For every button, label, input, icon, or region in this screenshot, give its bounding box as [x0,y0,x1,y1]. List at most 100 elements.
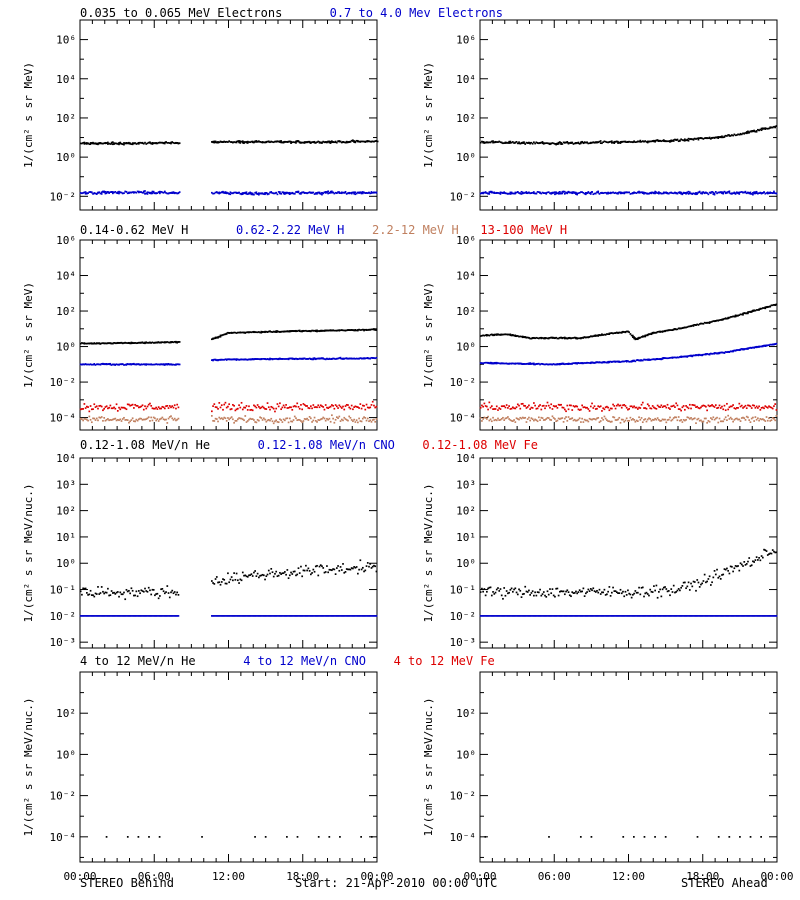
data-point [213,403,216,405]
data-point [312,329,315,332]
data-point [136,419,139,422]
data-point [115,192,118,194]
data-point [764,306,767,309]
data-point [530,417,533,420]
data-point [167,417,170,420]
data-point [154,192,156,195]
data-point [311,141,313,144]
data-point [581,404,583,407]
data-point [343,191,346,194]
data-point [97,342,99,345]
data-point [269,357,271,360]
data-point [97,191,99,194]
data-point [693,581,696,583]
data-point [701,191,704,194]
data-point [708,575,711,578]
data-point [745,192,748,195]
data-point [601,361,603,364]
data-point [497,417,499,420]
data-point [726,419,728,422]
data-point [163,341,166,344]
data-point [555,587,558,590]
data-point [758,346,760,348]
data-point [321,191,323,194]
data-point [758,192,760,195]
data-point [287,192,290,195]
data-point [251,575,254,577]
data-point [566,141,569,144]
data-point [493,191,496,194]
data-point [245,405,248,407]
data-point [353,566,356,568]
data-point [578,409,581,411]
data-point [661,357,664,359]
data-point [322,406,325,408]
data-point [230,358,233,361]
data-point [547,337,550,339]
data-point [711,352,713,355]
data-point [490,190,493,193]
data-point [682,405,685,407]
data-point [645,141,648,143]
data-point [618,592,621,594]
data-point [556,406,559,409]
data-point [364,192,367,194]
data-point [141,341,144,344]
data-point [670,140,673,143]
data-point [125,363,128,366]
data-point [708,191,711,194]
data-point [337,329,339,332]
data-point [766,191,769,194]
data-point [502,333,504,336]
data-point [227,358,229,361]
data-point [504,362,507,365]
data-point [307,419,310,421]
data-point [105,142,108,144]
data-point [531,142,534,145]
data-point [251,192,254,195]
data-point [375,356,378,359]
data-point [708,137,711,140]
data-point [481,334,483,337]
data-point [128,342,130,344]
data-point [680,409,682,412]
data-point [357,421,359,424]
data-point [565,337,567,340]
data-point [251,409,254,412]
data-point [133,594,135,597]
data-point [518,362,520,365]
data-point [121,363,124,365]
data-point [254,191,257,194]
data-point [486,615,488,617]
data-point [213,141,216,144]
data-point [641,140,644,142]
data-point [542,404,545,407]
data-point [696,354,699,356]
data-point [529,192,532,195]
y-tick-label: 10⁴ [456,452,476,465]
data-point [286,407,289,409]
data-point [110,364,113,366]
data-point [259,192,261,195]
data-point [669,191,671,194]
data-point [235,408,238,411]
data-point [610,332,613,335]
data-point [251,141,254,144]
data-point [494,141,497,144]
data-point [514,587,517,590]
data-point [521,141,524,144]
data-point [248,405,250,408]
data-point [526,362,529,365]
data-point [313,329,316,332]
data-point [167,407,170,409]
data-point [360,420,363,423]
data-point [509,588,512,591]
data-point [523,142,525,144]
data-point [109,143,112,145]
data-point [504,594,507,597]
data-point [140,341,143,344]
data-point [667,192,670,195]
data-point [340,407,343,409]
data-point [768,344,770,346]
